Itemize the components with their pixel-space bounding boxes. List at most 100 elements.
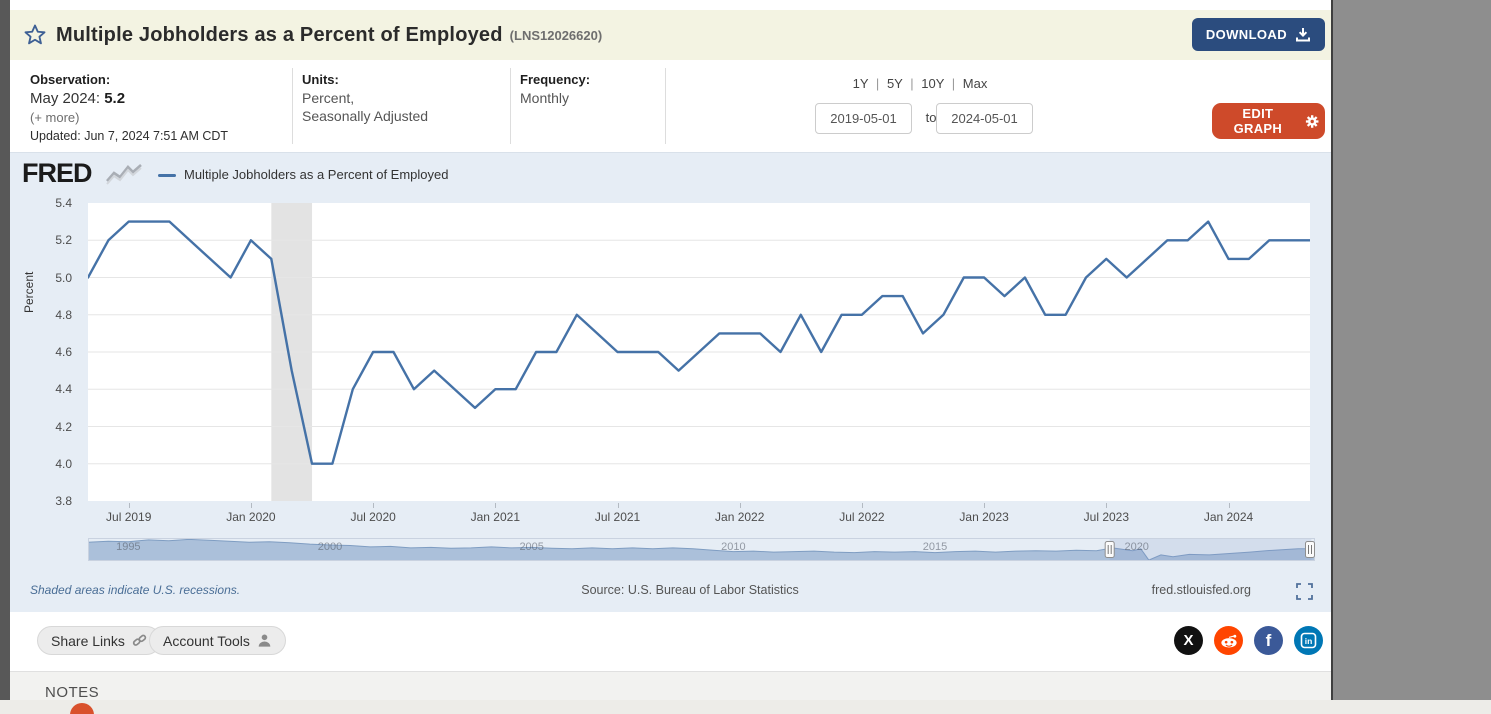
y-axis-ticks: 5.4 5.2 5.0 4.8 4.6 4.4 4.2 4.0 3.8 [10, 196, 80, 508]
updated-timestamp: Updated: Jun 7, 2024 7:51 AM CDT [30, 129, 229, 143]
x-tick-mark [617, 503, 619, 508]
x-tick-mark [495, 503, 497, 508]
observation-block: Observation: May 2024: 5.2 (+ more) Upda… [30, 70, 228, 146]
edit-graph-label: EDIT GRAPH [1233, 106, 1283, 136]
site-url: fred.stlouisfed.org [1151, 583, 1251, 597]
x-tick-label: Jan 2023 [959, 510, 1009, 524]
x-tick-mark [739, 503, 741, 508]
line-chart-plot[interactable] [88, 203, 1310, 501]
preset-1y[interactable]: 1Y [852, 76, 869, 91]
legend-label: Multiple Jobholders as a Percent of Empl… [184, 167, 449, 182]
y-tick-label: 5.2 [55, 233, 72, 248]
feedback-widget[interactable] [70, 703, 94, 714]
y-tick-label: 4.2 [55, 419, 72, 434]
x-tick-label: Jan 2022 [715, 510, 765, 524]
recession-note: Shaded areas indicate U.S. recessions. [30, 583, 241, 597]
more-observations-link[interactable]: (+ more) [30, 110, 80, 125]
start-date-input[interactable] [815, 103, 912, 134]
download-button[interactable]: DOWNLOAD [1191, 18, 1325, 51]
x-tick-mark [128, 503, 130, 508]
x-tick-mark [984, 503, 986, 508]
series-id: (LNS12026620) [509, 27, 603, 43]
x-twitter-icon[interactable]: X [1174, 626, 1203, 655]
meta-row: Observation: May 2024: 5.2 (+ more) Upda… [10, 60, 1331, 152]
x-tick-label: Jul 2022 [839, 510, 885, 524]
x-axis-ticks: Jul 2019 Jan 2020 Jul 2020 Jan 2021 Jul 2021… [88, 501, 1310, 527]
divider [292, 68, 293, 144]
divider [665, 68, 666, 144]
preset-10y[interactable]: 10Y [921, 76, 945, 91]
observation-label: Observation: [30, 72, 111, 87]
x-tick-mark [1228, 503, 1230, 508]
units-label: Units: [302, 72, 339, 87]
x-tick-label: Jul 2019 [106, 510, 152, 524]
date-range-to-label: to [925, 110, 937, 125]
reddit-icon[interactable] [1214, 626, 1243, 655]
y-tick-label: 4.8 [55, 307, 72, 322]
link-icon [132, 634, 147, 646]
y-tick-label: 4.4 [55, 382, 72, 397]
page-title: Multiple Jobholders as a Percent of Empl… [56, 23, 503, 46]
x-tick-label: Jul 2021 [594, 510, 641, 524]
account-tools-button[interactable]: Account Tools [149, 626, 286, 655]
download-icon [1296, 28, 1310, 42]
frequency-label: Frequency: [520, 72, 591, 87]
fred-logo[interactable]: FRED [22, 158, 92, 188]
linkedin-icon[interactable]: in [1294, 626, 1323, 655]
y-tick-label: 4.6 [55, 345, 72, 359]
observation-date: May 2024: [30, 90, 101, 107]
preset-5y[interactable]: 5Y [886, 76, 903, 91]
y-tick-label: 5.4 [55, 196, 72, 210]
person-icon [258, 634, 271, 647]
window-right-area [1331, 0, 1491, 700]
x-tick-label: Jul 2023 [1083, 510, 1130, 524]
preset-separator: | [910, 76, 914, 91]
frequency-block: Frequency: Monthly [520, 70, 590, 107]
download-button-label: DOWNLOAD [1205, 27, 1287, 42]
preset-max[interactable]: Max [962, 76, 988, 91]
end-date-input[interactable] [936, 103, 1033, 134]
units-block: Units: Percent, Seasonally Adjusted [302, 70, 428, 125]
share-links-label: Share Links [51, 632, 125, 649]
series-header: Multiple Jobholders as a Percent of Empl… [10, 10, 1331, 60]
navigator-handle[interactable] [1305, 541, 1315, 558]
account-tools-label: Account Tools [163, 632, 250, 649]
x-tick-mark [373, 503, 375, 508]
legend-line-swatch [158, 174, 176, 177]
y-tick-label: 4.0 [55, 456, 72, 471]
favorite-star-icon[interactable] [22, 22, 48, 48]
fred-logo-chart-icon [106, 164, 142, 185]
x-tick-mark [861, 503, 863, 508]
y-tick-label: 5.0 [55, 270, 72, 285]
units-line1: Percent, [302, 90, 355, 106]
x-tick-mark [1106, 503, 1108, 508]
range-navigator[interactable] [88, 538, 1315, 561]
x-tick-label: Jul 2020 [350, 510, 396, 524]
fred-page: Multiple Jobholders as a Percent of Empl… [10, 0, 1331, 714]
source-note: Source: U.S. Bureau of Labor Statistics [581, 583, 799, 597]
range-presets: 1Y | 5Y | 10Y | Max [800, 76, 1040, 91]
preset-separator: | [875, 76, 880, 91]
share-links-button[interactable]: Share Links [37, 626, 161, 655]
edit-graph-button[interactable]: EDIT GRAPH [1212, 103, 1325, 139]
notes-title: NOTES [45, 684, 100, 701]
navigator-handle[interactable] [1104, 541, 1115, 558]
frequency-value: Monthly [520, 90, 570, 106]
facebook-icon[interactable]: f [1254, 626, 1283, 655]
preset-separator: | [951, 76, 956, 91]
fullscreen-icon[interactable] [1296, 583, 1313, 600]
graph-container: FRED Multiple Jobholders as a Percent of… [10, 152, 1331, 612]
x-tick-label: Jan 2020 [226, 510, 276, 524]
observation-value: 5.2 [104, 90, 126, 107]
toolbar: Share Links Account Tools X [10, 612, 1331, 667]
social-buttons: X f in [1174, 626, 1323, 655]
y-tick-label: 3.8 [55, 494, 72, 508]
x-tick-label: Jan 2024 [1203, 510, 1254, 524]
x-tick-label: Jan 2021 [470, 510, 521, 524]
svg-text:in: in [1305, 636, 1313, 646]
x-tick-mark [250, 503, 252, 508]
window-left-edge [0, 0, 10, 700]
divider [510, 68, 511, 144]
units-line2: Seasonally Adjusted [302, 108, 429, 124]
